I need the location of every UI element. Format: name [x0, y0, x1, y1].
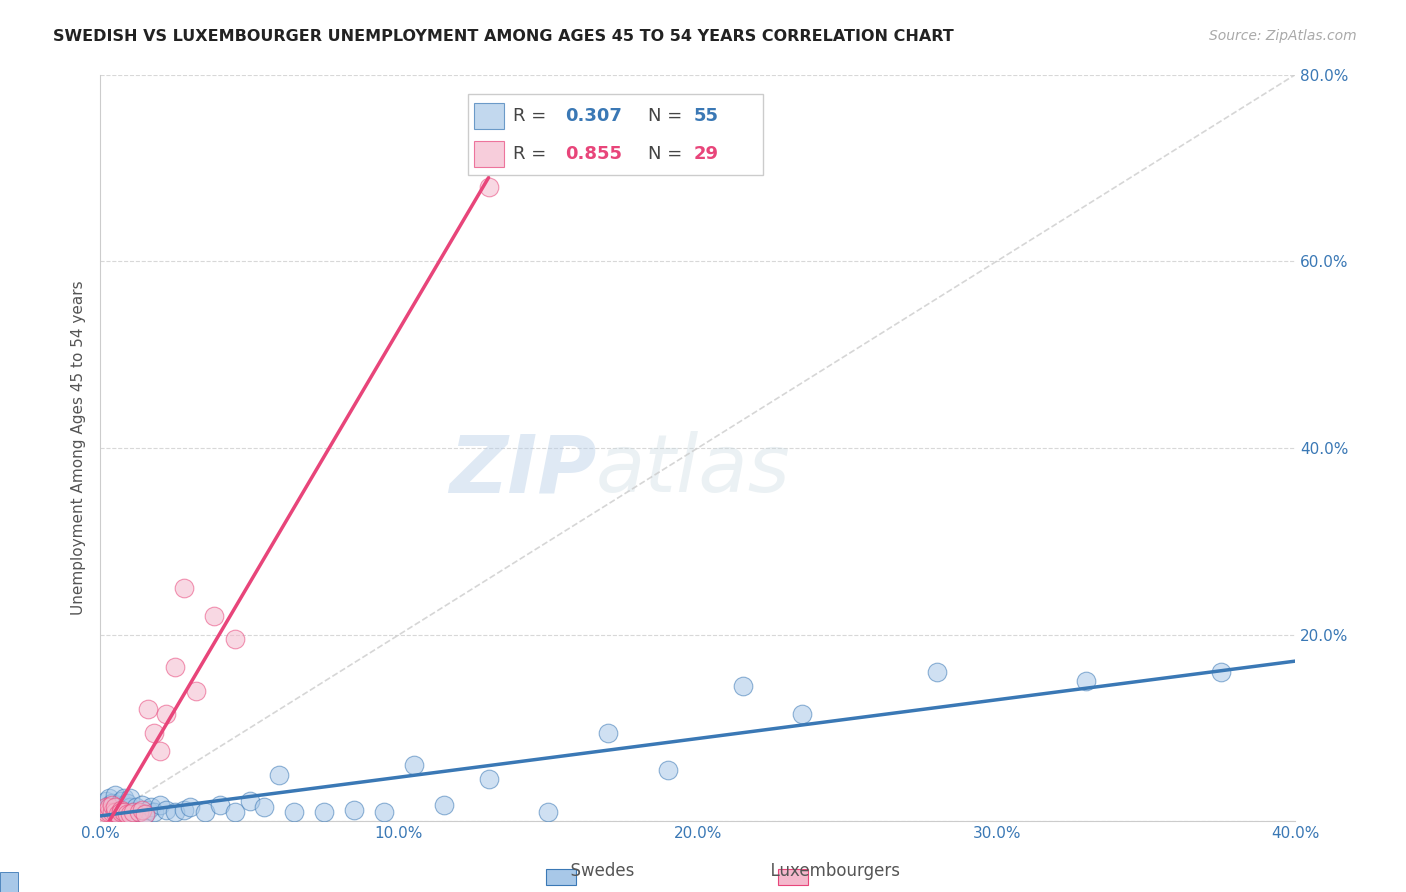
Point [91, 807, 114, 822]
Point [134, 807, 156, 822]
Point [1076, 674, 1098, 689]
Text: Source: ZipAtlas.com: Source: ZipAtlas.com [1209, 29, 1357, 43]
Point [155, 803, 177, 817]
Point [98, 800, 121, 814]
Point [107, 805, 129, 819]
Point [104, 789, 127, 803]
Point [173, 581, 195, 595]
Point [101, 797, 124, 812]
Point [118, 810, 141, 824]
Point [283, 805, 305, 819]
Text: atlas: atlas [596, 432, 792, 509]
Point [125, 800, 148, 814]
Point [110, 803, 132, 817]
Point [94, 800, 117, 814]
Point [112, 800, 135, 814]
Point [142, 725, 165, 739]
Point [149, 797, 172, 812]
Point [139, 800, 162, 814]
Point [208, 797, 231, 812]
Point [163, 805, 186, 819]
Y-axis label: Unemployment Among Ages 45 to 54 years: Unemployment Among Ages 45 to 54 years [72, 281, 86, 615]
Point [110, 803, 132, 817]
Point [142, 805, 165, 819]
Point [118, 807, 141, 822]
Point [101, 805, 124, 819]
Point [94, 805, 117, 819]
Point [478, 179, 501, 194]
Point [101, 796, 124, 810]
Point [101, 803, 124, 817]
Point [373, 805, 395, 819]
Point [110, 794, 132, 808]
Point [110, 809, 132, 823]
Point [598, 725, 620, 739]
Text: ZIP: ZIP [449, 432, 596, 509]
Point [253, 800, 276, 814]
Point [98, 805, 121, 819]
Point [202, 609, 225, 624]
Point [224, 632, 246, 647]
Point [104, 800, 127, 814]
Point [94, 794, 117, 808]
Point [112, 805, 135, 819]
Point [122, 805, 145, 819]
Point [136, 803, 159, 817]
Point [163, 660, 186, 674]
Point [118, 800, 141, 814]
Point [115, 796, 138, 810]
Point [224, 805, 246, 819]
Text: Luxembourgers: Luxembourgers [759, 863, 900, 880]
Point [104, 807, 127, 822]
Point [118, 791, 141, 805]
Point [149, 744, 172, 758]
Point [194, 805, 217, 819]
Point [173, 803, 195, 817]
Point [657, 763, 679, 777]
Point [98, 797, 121, 812]
Point [131, 803, 153, 817]
Point [104, 805, 127, 819]
Point [115, 805, 138, 819]
Point [98, 791, 121, 805]
Point [269, 768, 291, 782]
Point [314, 805, 336, 819]
Point [112, 807, 135, 822]
Point [537, 805, 560, 819]
Point [136, 702, 159, 716]
Point [433, 797, 456, 812]
Text: SWEDISH VS LUXEMBOURGER UNEMPLOYMENT AMONG AGES 45 TO 54 YEARS CORRELATION CHART: SWEDISH VS LUXEMBOURGER UNEMPLOYMENT AMO… [53, 29, 955, 44]
Point [134, 807, 156, 822]
Point [155, 707, 177, 722]
Point [115, 807, 138, 822]
Text: Swedes: Swedes [561, 863, 634, 880]
Point [110, 805, 132, 819]
Point [731, 679, 754, 693]
Point [128, 805, 150, 819]
Point [343, 803, 366, 817]
Point [238, 794, 260, 808]
Point [122, 805, 145, 819]
Point [792, 707, 814, 722]
Point [402, 758, 425, 772]
Point [925, 665, 948, 679]
Point [478, 772, 501, 787]
Point [107, 797, 129, 812]
Point [1209, 665, 1232, 679]
Point [128, 805, 150, 819]
Point [184, 683, 207, 698]
Point [107, 807, 129, 822]
Point [104, 800, 127, 814]
Point [131, 797, 153, 812]
Point [179, 800, 201, 814]
Point [112, 791, 135, 805]
